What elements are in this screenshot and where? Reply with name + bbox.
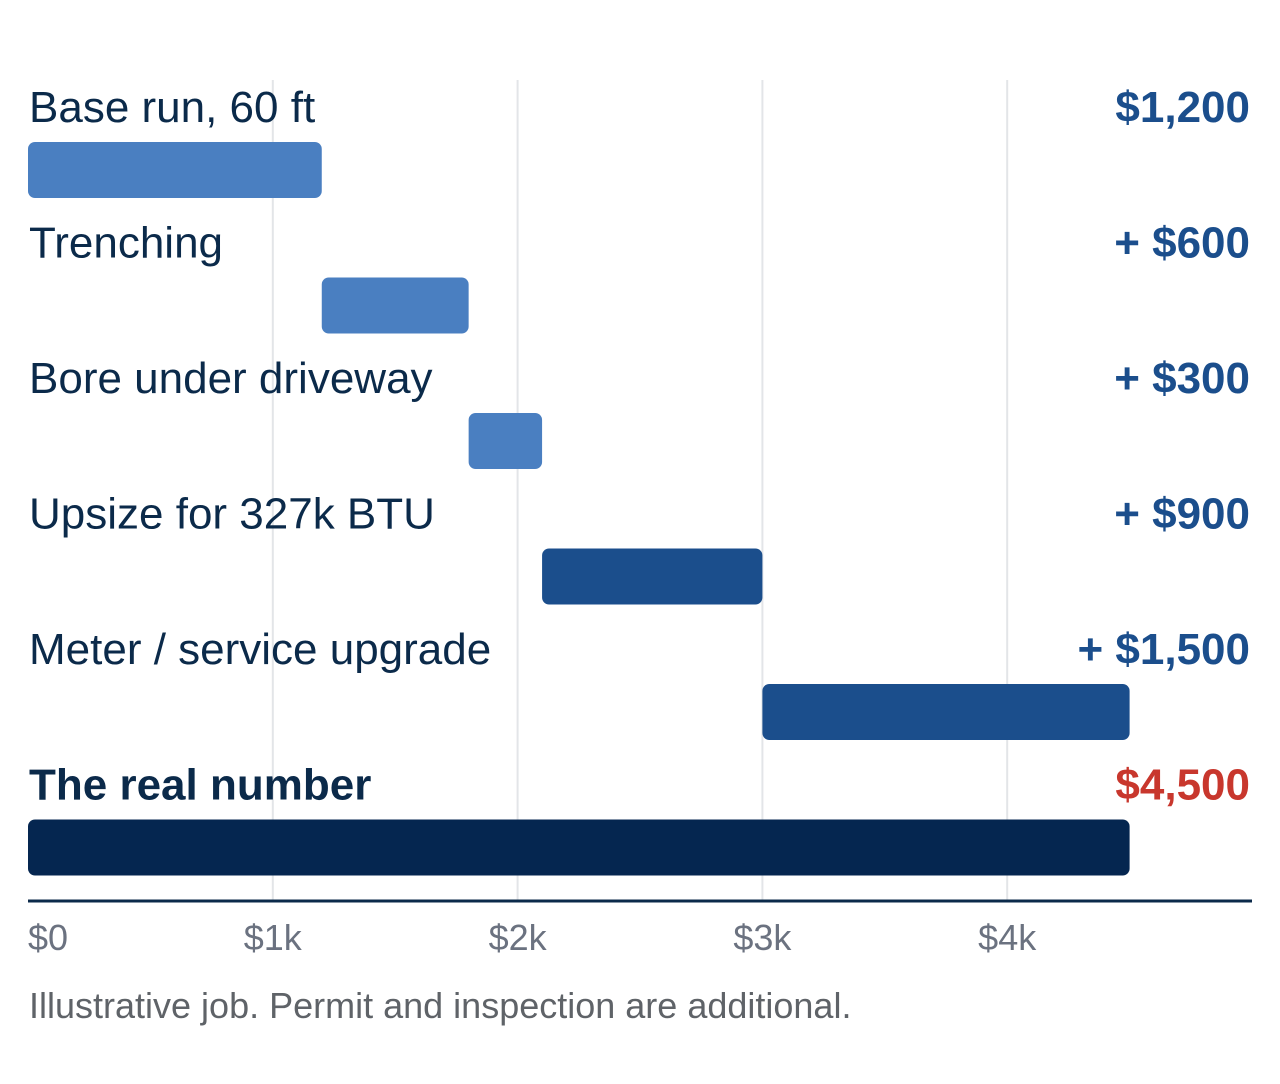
bar [468,413,543,469]
total-value-label: $4,500 [1115,761,1250,810]
footnote: Illustrative job. Permit and inspection … [29,985,852,1026]
bar [28,142,322,198]
row-value-label: + $600 [1114,219,1250,268]
row-label: Trenching [29,219,223,268]
row-label: Base run, 60 ft [29,83,315,132]
row-label: Meter / service upgrade [29,625,491,674]
gridlines [271,80,1009,900]
x-tick-label: $2k [489,917,548,958]
row-value-label: + $1,500 [1078,625,1251,674]
row-labels: Base run, 60 ft $1,200 Trenching + $600 Bore… [29,83,1250,810]
x-tick-label: $0 [28,917,68,958]
bar [762,684,1130,740]
total-bar [28,819,1130,876]
bars [28,142,1130,876]
row-value-label: + $900 [1114,490,1250,539]
row-label: Upsize for 327k BTU [29,490,435,539]
x-axis: $0 $1k $2k $3k $4k [28,899,1252,958]
x-tick-label: $4k [978,917,1037,958]
x-tick-label: $1k [244,917,303,958]
bar [542,548,763,605]
row-label: The real number [29,761,371,810]
row-value-label: $1,200 [1115,83,1250,132]
row-value-label: + $300 [1114,354,1250,403]
bar [321,277,469,334]
x-tick-label: $3k [733,917,792,958]
row-label: Bore under driveway [29,354,433,403]
